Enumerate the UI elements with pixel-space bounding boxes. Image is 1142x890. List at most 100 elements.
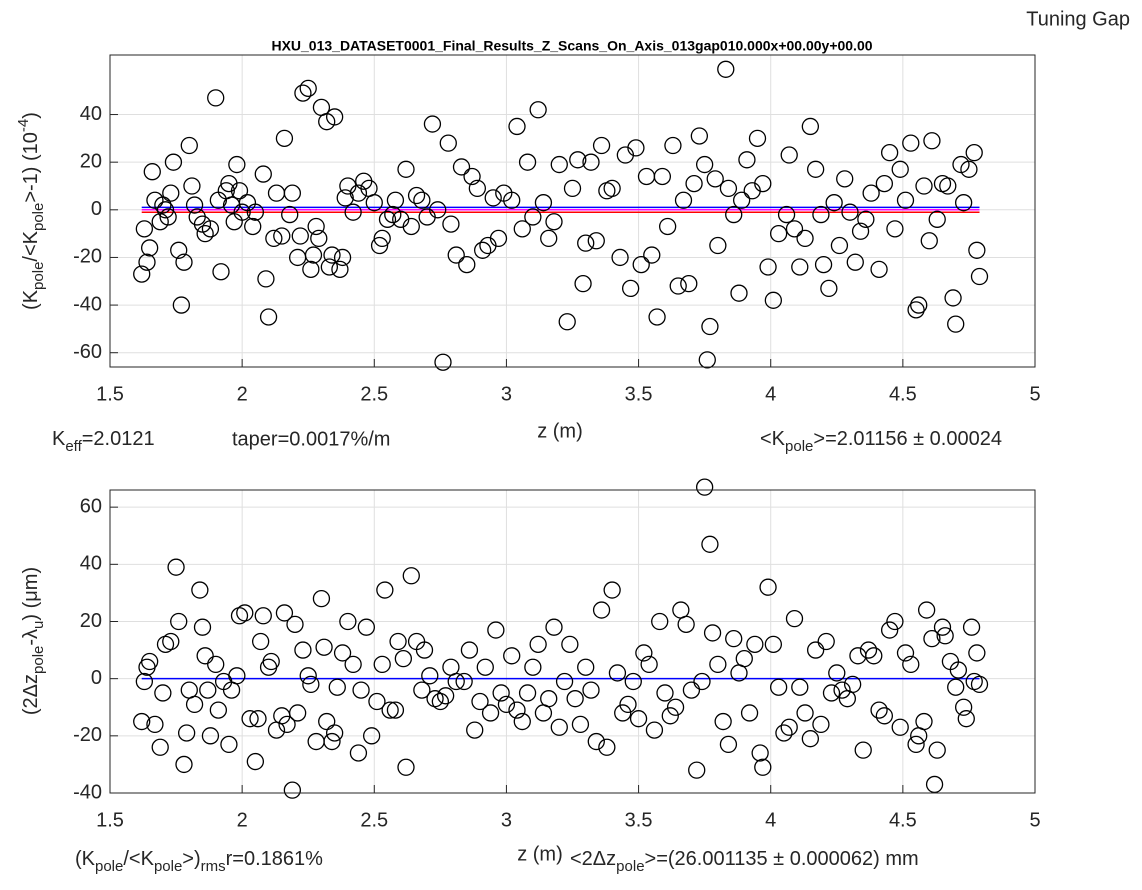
point xyxy=(791,678,809,696)
point xyxy=(283,184,302,202)
point xyxy=(738,151,756,169)
point xyxy=(545,213,563,231)
x-axis-label: z (m) xyxy=(517,843,563,865)
point xyxy=(365,194,383,212)
point xyxy=(185,695,204,714)
point xyxy=(299,667,317,685)
point xyxy=(146,715,164,734)
point xyxy=(695,155,714,174)
plot-area xyxy=(110,490,1035,793)
note-part: r=0.1861% xyxy=(226,848,324,870)
point xyxy=(442,215,460,233)
point xyxy=(228,155,246,174)
point xyxy=(875,174,894,193)
y-tick-label: 20 xyxy=(80,150,102,172)
annotation: (Kpole/<Kpole>)rmsr=0.1861% xyxy=(75,848,323,875)
y-axis-label: (2Δzpole-λu) (μm) xyxy=(20,567,47,715)
point xyxy=(172,296,191,314)
point xyxy=(796,229,814,248)
point xyxy=(413,191,431,209)
point xyxy=(244,217,262,236)
point xyxy=(154,684,172,702)
point xyxy=(283,781,302,799)
point xyxy=(746,635,764,654)
point xyxy=(407,186,426,205)
point xyxy=(320,258,339,276)
y-tick-label: -40 xyxy=(73,781,102,803)
point xyxy=(373,655,391,674)
note-part: <K xyxy=(760,428,786,450)
y-tick-label: 40 xyxy=(80,103,102,125)
y-axis-label: (Kpole/<Kpole>-1) (10-4) xyxy=(15,112,47,310)
axes-box xyxy=(109,489,1036,794)
point xyxy=(513,220,531,238)
point xyxy=(315,638,333,656)
point xyxy=(518,153,537,171)
point xyxy=(140,652,159,671)
note-part: pole xyxy=(95,858,123,875)
note-part: =2.0121 xyxy=(82,428,155,450)
point xyxy=(875,707,894,725)
point xyxy=(970,267,989,286)
point xyxy=(492,684,510,702)
point xyxy=(288,704,307,722)
x-tick-label: 1.5 xyxy=(96,809,124,831)
point xyxy=(653,167,672,186)
point xyxy=(777,205,796,224)
y-tick-label: -20 xyxy=(73,724,102,746)
point xyxy=(680,274,698,293)
point xyxy=(344,655,362,674)
point xyxy=(196,224,214,243)
point xyxy=(785,220,804,238)
point xyxy=(915,177,933,195)
point xyxy=(915,712,933,731)
point xyxy=(302,675,320,694)
x-tick-label: 3 xyxy=(501,383,512,405)
point xyxy=(481,704,500,722)
point xyxy=(928,210,946,228)
note-part: (K xyxy=(75,848,96,870)
point xyxy=(159,208,177,226)
point xyxy=(685,174,703,193)
point xyxy=(962,618,981,636)
point xyxy=(923,132,941,150)
point xyxy=(220,735,238,754)
point xyxy=(754,174,772,193)
point xyxy=(640,655,658,674)
point xyxy=(817,632,835,651)
chart-title: HXU_013_DATASET0001_Final_Results_Z_Scan… xyxy=(271,38,872,54)
point xyxy=(143,163,161,181)
point xyxy=(701,535,719,553)
point xyxy=(473,241,492,259)
point xyxy=(265,229,283,248)
point xyxy=(830,236,849,255)
point xyxy=(833,681,851,699)
point xyxy=(769,224,788,243)
point xyxy=(458,255,476,274)
point xyxy=(598,738,616,756)
label-part: pole xyxy=(30,203,47,231)
x-tick-label: 2.5 xyxy=(360,383,388,405)
point xyxy=(748,129,767,148)
point xyxy=(851,222,870,240)
annotation: <2Δzpole>=(26.001135 ± 0.000062) mm xyxy=(570,848,919,875)
point xyxy=(854,741,872,759)
note-part: <2Δz xyxy=(570,848,616,870)
point xyxy=(664,136,682,155)
point xyxy=(896,644,915,662)
point xyxy=(709,236,727,255)
point xyxy=(574,274,592,293)
point xyxy=(362,727,381,745)
point xyxy=(460,641,479,659)
point xyxy=(439,134,457,152)
point xyxy=(651,612,669,631)
annotation: Keff=2.0121 xyxy=(52,428,155,455)
point xyxy=(191,581,209,599)
point xyxy=(484,189,502,207)
point xyxy=(140,239,159,257)
point xyxy=(370,236,389,255)
point xyxy=(870,701,888,719)
point xyxy=(524,658,542,676)
point xyxy=(262,652,280,671)
point xyxy=(944,289,962,307)
